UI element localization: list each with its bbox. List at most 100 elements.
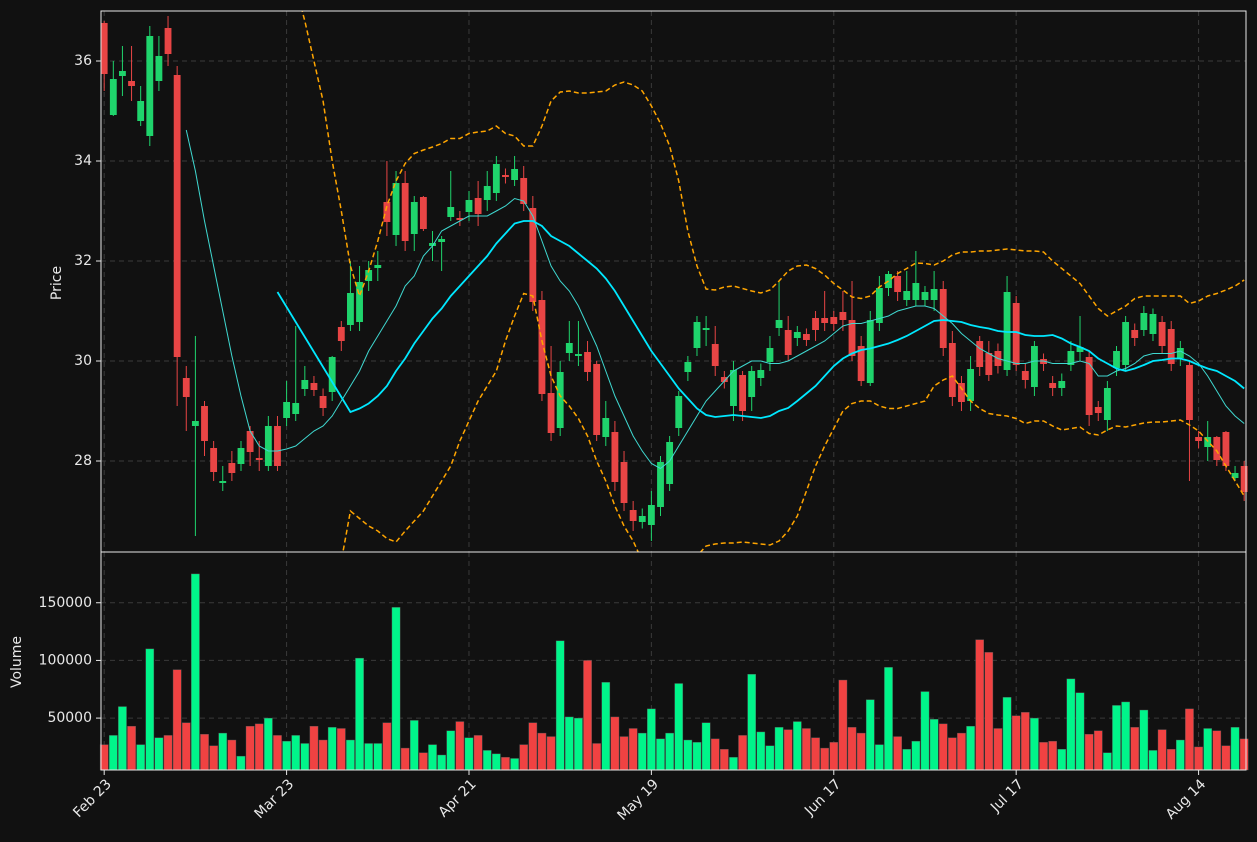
volume-bar — [1011, 715, 1021, 771]
candle-body — [1012, 303, 1020, 365]
volume-bar — [318, 739, 328, 771]
candle-body — [757, 370, 765, 378]
volume-bar — [464, 737, 474, 771]
volume-bar — [163, 735, 173, 771]
volume-bar — [273, 735, 282, 771]
candle-body — [137, 101, 145, 121]
candle-body — [347, 293, 354, 325]
volume-bar — [492, 753, 501, 771]
volume-bar — [346, 739, 355, 771]
volume-bar — [154, 737, 164, 771]
volume-bar — [628, 728, 638, 771]
candle-body — [310, 383, 318, 390]
volume-bar — [181, 722, 191, 771]
volume-bar — [829, 742, 839, 771]
y-tick-label: 28 — [74, 453, 92, 469]
volume-bar — [984, 652, 994, 771]
volume-bar — [455, 721, 465, 771]
y-tick-label: 36 — [74, 53, 92, 69]
candle-body — [146, 36, 154, 136]
volume-bar — [692, 742, 702, 771]
volume-bar — [583, 660, 592, 771]
candle-body — [602, 418, 610, 437]
candle-body — [429, 243, 436, 246]
volume-bar — [254, 723, 264, 771]
volume-bar — [282, 740, 291, 771]
candle-body — [1103, 388, 1111, 420]
volume-bar — [209, 745, 218, 771]
candle-body — [374, 265, 382, 268]
candle-body — [766, 348, 774, 362]
candle-body — [711, 344, 719, 366]
candle-body — [620, 462, 628, 503]
candle-body — [730, 370, 737, 406]
volume-bar — [729, 757, 738, 771]
candle-body — [292, 403, 300, 414]
volume-bar — [409, 720, 419, 771]
candle-body — [529, 208, 537, 302]
y-axis-label: Volume — [9, 636, 25, 688]
candle-body — [1149, 314, 1157, 334]
candle-body — [657, 462, 664, 507]
volume-bar — [236, 755, 246, 771]
y-axis-label: Price — [49, 266, 65, 300]
volume-bar — [820, 747, 829, 771]
candle-body — [1021, 371, 1029, 380]
volume-bar — [391, 607, 401, 771]
candle-body — [538, 300, 546, 394]
candle-body — [875, 288, 883, 323]
moving-average-line — [185, 129, 1245, 470]
candle-body — [803, 334, 810, 340]
volume-bar — [245, 725, 255, 771]
y-tick-label: 100000 — [39, 652, 92, 668]
volume-bar — [1212, 730, 1222, 771]
volume-bar — [1148, 750, 1158, 771]
volume-bar — [437, 754, 446, 771]
overlay-lines — [185, 11, 1245, 552]
candle-body — [483, 186, 491, 200]
candle-body — [912, 283, 920, 300]
volume-bar — [327, 727, 337, 771]
candle-body — [128, 81, 135, 86]
volume-bar — [975, 639, 985, 771]
candle-body — [921, 292, 929, 300]
candle-body — [693, 322, 701, 348]
volume-bar — [1239, 738, 1249, 771]
candle-body — [1222, 432, 1230, 466]
volume-bar — [337, 728, 346, 771]
volume-frame — [100, 551, 1247, 771]
volume-bar — [1112, 705, 1121, 771]
volume-bar — [227, 739, 237, 771]
candle-body — [1003, 292, 1011, 370]
volume-bar — [1030, 717, 1039, 771]
candle-body — [210, 448, 218, 472]
volume-bar — [309, 725, 319, 771]
candle-body — [301, 380, 309, 389]
candle-body — [629, 510, 637, 521]
volume-bar — [966, 725, 975, 771]
volume-bar — [1048, 740, 1057, 771]
y-tick-label: 50000 — [47, 710, 92, 726]
volume-bar — [565, 716, 574, 771]
volume-bar — [127, 725, 136, 771]
candle-body — [985, 353, 993, 375]
volume-bar — [774, 727, 784, 771]
candle-body — [976, 341, 984, 367]
candle-body — [255, 458, 263, 460]
volume-bar — [875, 744, 884, 771]
candle-body — [565, 343, 573, 353]
y-tick-label: 34 — [74, 153, 92, 169]
volume-bar — [528, 722, 538, 771]
candle-body — [465, 200, 473, 212]
candle-body — [365, 270, 373, 281]
candle-body — [1240, 466, 1248, 492]
candle-body — [939, 289, 947, 348]
candle-body — [502, 175, 509, 177]
volume-bar — [1139, 709, 1149, 771]
candle-body — [182, 378, 190, 397]
volume-bar — [519, 744, 529, 771]
volume-bar — [838, 679, 848, 771]
